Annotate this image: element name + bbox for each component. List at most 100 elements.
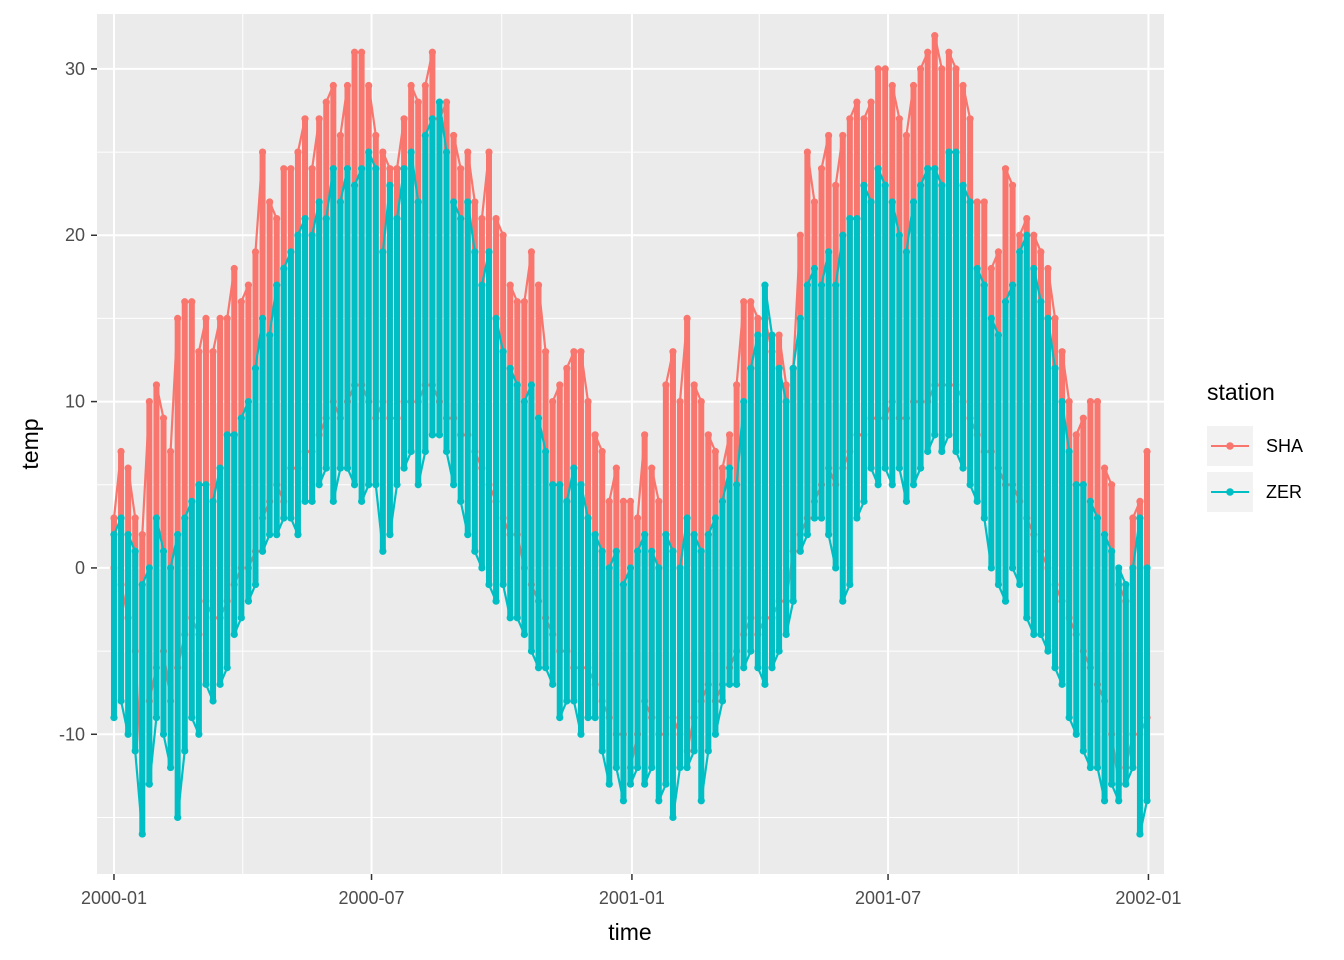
data-point [867,98,875,106]
data-point [336,131,345,140]
data-point [138,830,146,838]
data-point [450,131,458,140]
data-point [1072,431,1080,439]
data-point [471,198,479,206]
data-point [386,531,394,539]
data-point [485,148,493,156]
data-point [110,714,118,722]
data-point [747,364,755,372]
data-point [414,198,422,206]
data-point [952,148,960,156]
data-point [1051,364,1059,372]
data-point [350,181,359,189]
data-point [909,198,918,206]
data-point [393,215,401,223]
data-point [938,65,946,73]
series-zer [110,98,1151,838]
data-point [202,680,210,688]
data-point [598,447,606,456]
data-point [591,431,599,439]
data-point [697,547,705,555]
data-point [775,647,783,655]
data-point [810,264,819,273]
data-point [584,714,592,722]
data-point [867,198,875,206]
data-point [379,248,387,256]
data-point [725,464,734,472]
y-tick-label: 30 [65,59,85,79]
legend-label: SHA [1266,436,1303,456]
data-point [442,447,451,456]
data-point [690,747,698,755]
data-point [697,397,705,406]
data-point [315,198,323,206]
data-point [754,314,762,323]
data-point [796,231,804,239]
data-point [747,298,755,306]
data-point [1008,281,1017,289]
data-point [244,597,253,605]
data-point [358,165,366,173]
data-point [1023,614,1031,622]
data-point [372,165,380,173]
data-point [534,281,543,289]
data-point [124,531,132,539]
data-point [308,497,316,505]
data-point [435,431,444,439]
data-point [966,481,974,489]
data-point [563,364,571,372]
data-point [626,780,635,788]
data-point [506,364,514,372]
data-point [258,547,267,555]
data-point [704,431,712,439]
data-point [768,664,776,672]
data-point [393,165,401,173]
data-point [1023,215,1031,223]
data-point [987,264,995,273]
data-point [358,48,366,56]
data-point [1058,348,1066,356]
data-point [188,497,196,505]
data-point [633,514,642,522]
data-point [527,381,536,389]
data-point [874,165,882,173]
data-point [329,497,337,505]
data-point [237,614,245,622]
data-point [598,547,606,555]
data-point [994,580,1003,589]
data-point [980,281,988,289]
data-point [1143,797,1151,805]
data-point [817,514,826,522]
data-point [209,348,217,356]
data-point [428,115,436,123]
data-point [874,65,882,73]
data-point [803,148,811,156]
data-point [464,198,472,206]
data-point [697,797,705,805]
data-point [662,531,670,539]
data-point [761,281,769,289]
data-point [924,165,932,173]
data-point [683,763,691,772]
data-point [110,531,118,539]
data-point [676,564,684,572]
data-point [301,497,309,505]
data-point [365,481,373,489]
data-point [1058,680,1066,688]
data-point [329,165,337,173]
data-point [570,464,578,472]
data-point [1023,231,1031,239]
data-point [839,131,847,140]
data-point [980,514,988,522]
data-point [251,248,260,256]
data-point [527,248,536,256]
data-point [152,514,161,522]
data-point [209,697,217,705]
data-point [188,714,196,722]
data-point [1051,314,1059,323]
data-point [839,597,847,605]
data-point [244,281,253,289]
data-point [230,630,238,639]
data-point [605,780,613,788]
